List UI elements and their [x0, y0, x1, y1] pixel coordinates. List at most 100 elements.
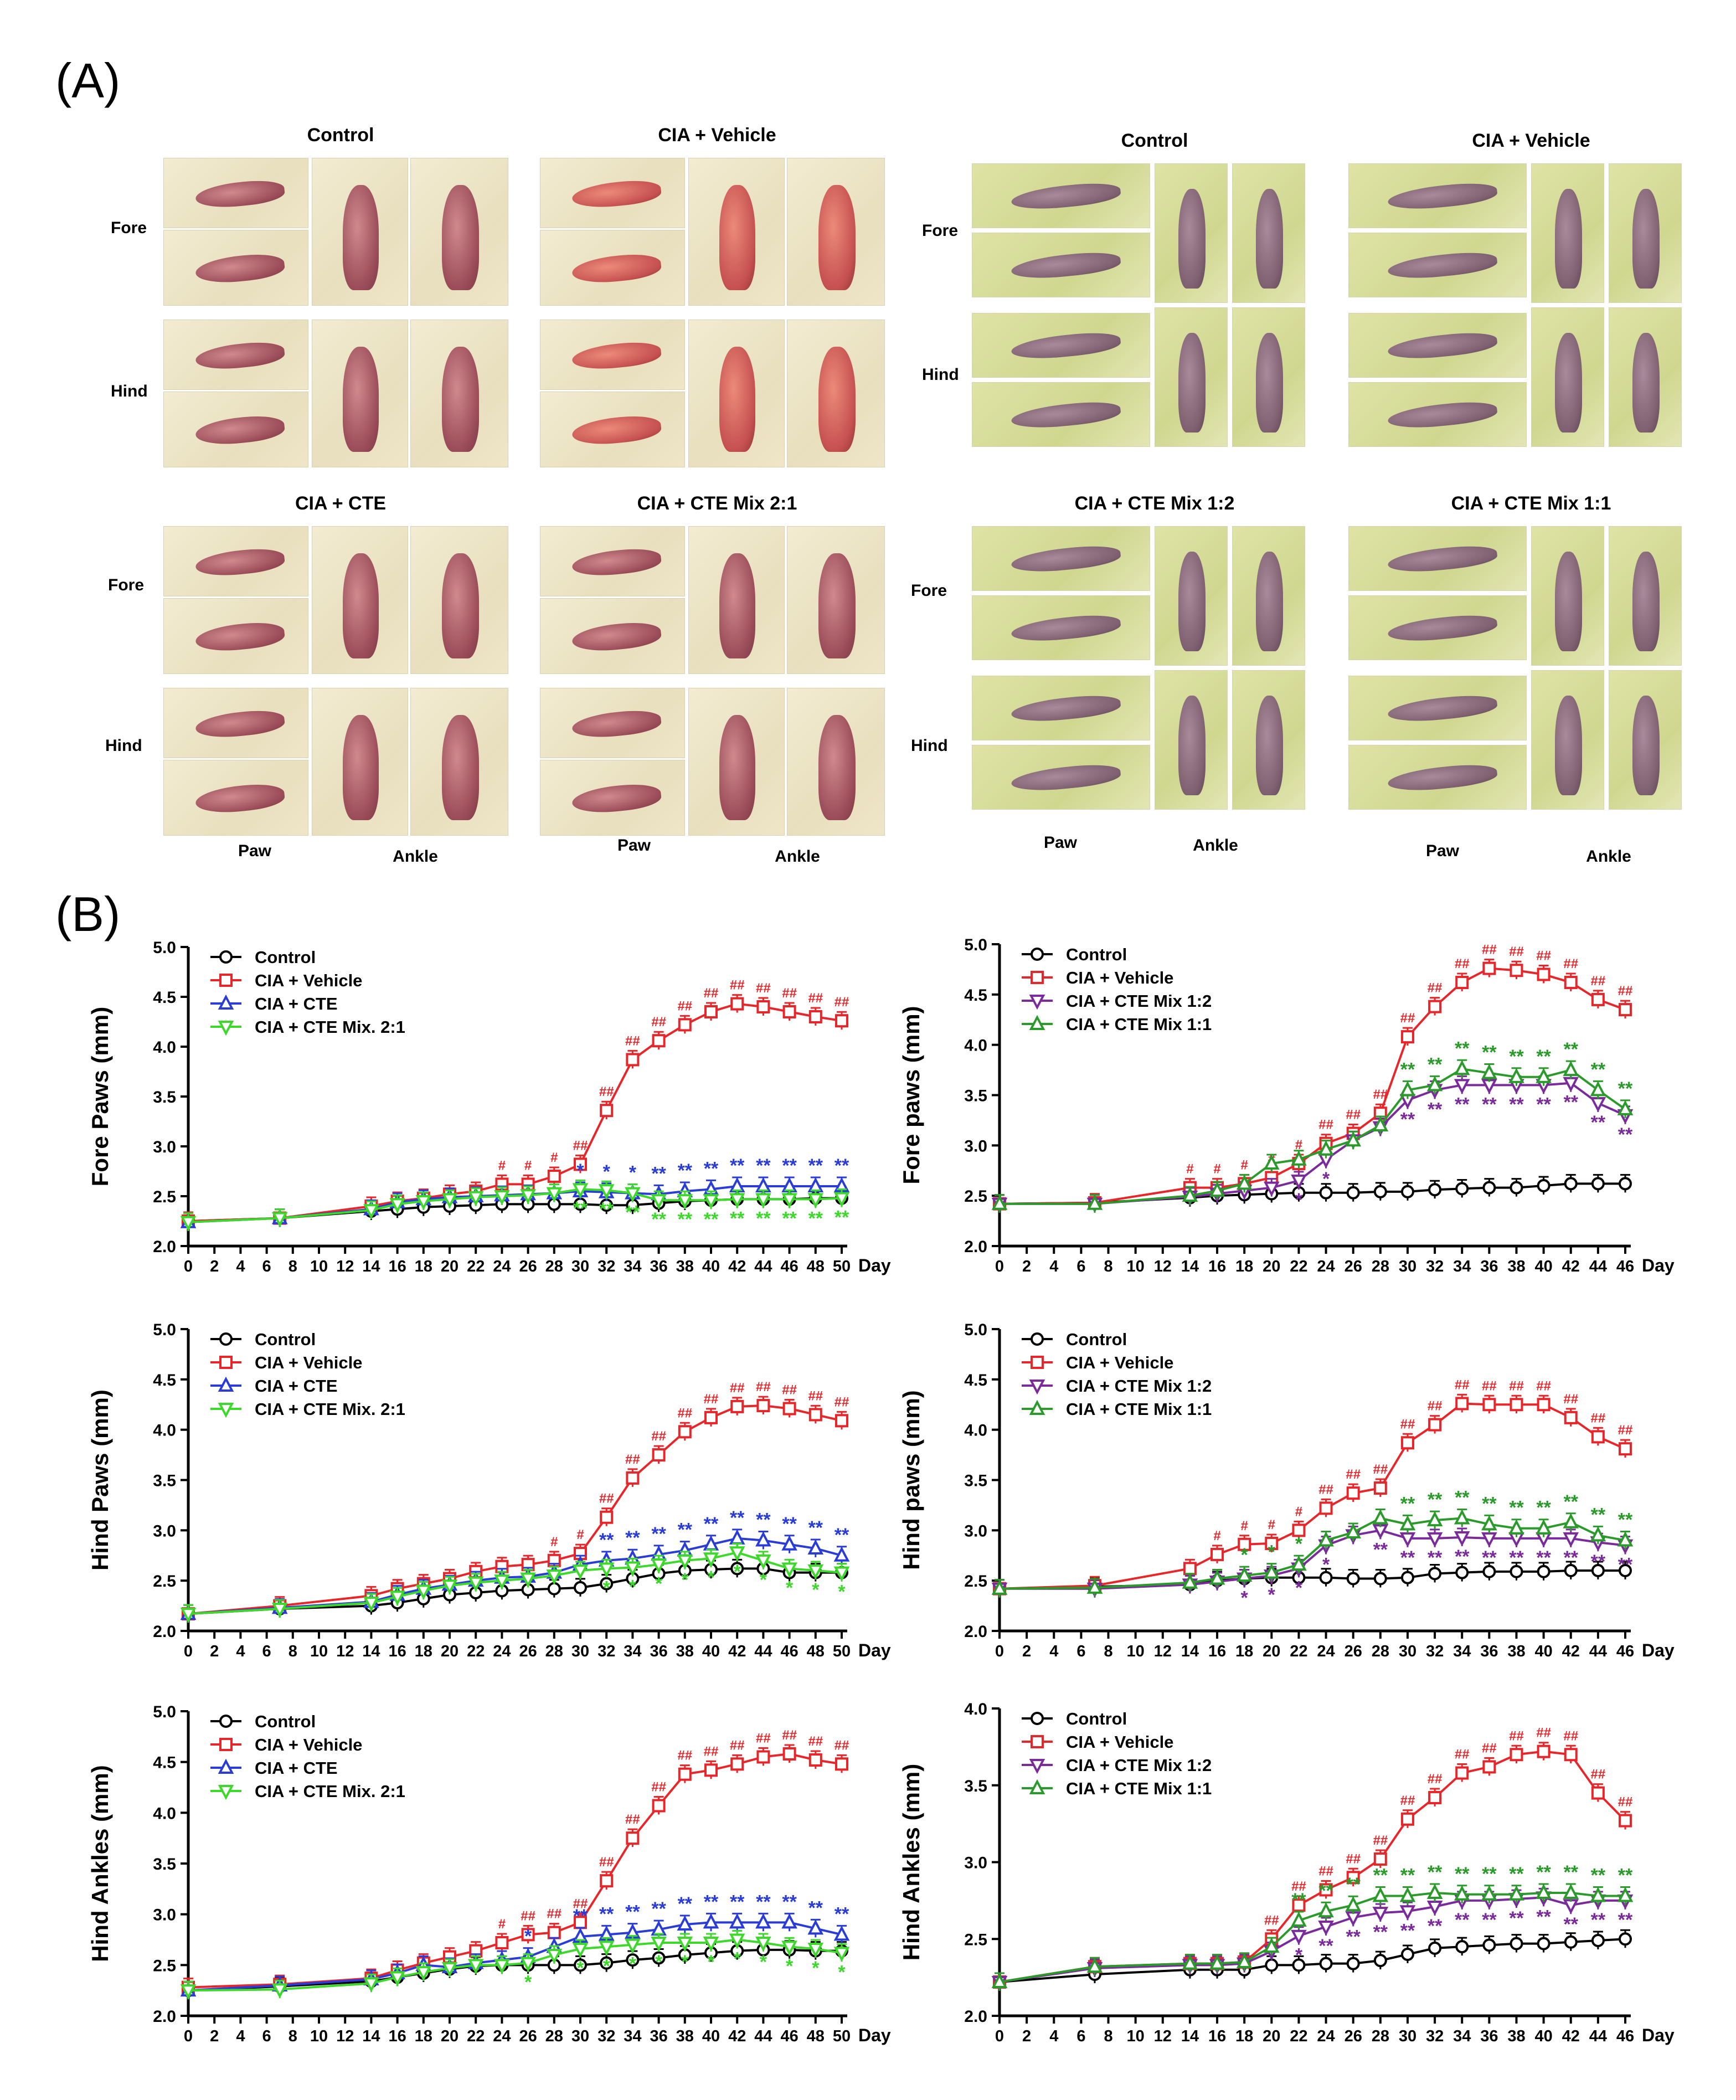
x-tick-label: 48 — [807, 1258, 825, 1275]
significance-mark: ** — [1482, 1864, 1497, 1885]
ankle-photo — [410, 526, 508, 674]
row-label: Hind — [111, 382, 148, 400]
data-point — [1617, 1109, 1634, 1125]
significance-mark: * — [838, 1582, 846, 1603]
x-tick-label: 34 — [624, 2027, 641, 2045]
data-point — [598, 1183, 615, 1198]
x-axis-label: Day — [858, 1255, 891, 1275]
data-point — [1590, 1887, 1606, 1902]
legend-marker — [219, 1332, 233, 1346]
data-point — [1455, 1940, 1469, 1954]
data-point — [389, 1198, 405, 1213]
x-tick-label: 28 — [545, 2027, 563, 2045]
col-label: Paw — [617, 836, 651, 855]
x-tick-label: 20 — [441, 2027, 459, 2045]
data-point — [574, 1157, 587, 1171]
series-line-cia-cte — [188, 1185, 842, 1223]
data-point — [1372, 1887, 1389, 1902]
ankle-photo — [1155, 526, 1228, 666]
data-point — [1454, 1885, 1470, 1901]
ankle-photo — [1155, 307, 1228, 447]
significance-mark: # — [550, 1150, 558, 1165]
series-line-cia-cte-mix-1-1 — [1000, 1068, 1626, 1205]
data-point — [1454, 1509, 1470, 1525]
data-point — [833, 1566, 850, 1582]
legend-label: CIA + CTE — [255, 1758, 338, 1778]
y-tick-label: 4.0 — [964, 1037, 987, 1055]
significance-mark: * — [786, 1955, 794, 1977]
significance-mark: ## — [1482, 1741, 1497, 1756]
data-point — [441, 1576, 458, 1591]
x-tick-label: 32 — [597, 1258, 615, 1275]
x-tick-label: 10 — [310, 1258, 328, 1275]
ankle-photo — [688, 688, 785, 836]
legend-label: CIA + Vehicle — [1066, 1353, 1173, 1372]
data-point — [1617, 1887, 1634, 1902]
data-point — [1455, 1766, 1469, 1780]
series-line-cia-vehicle — [188, 1752, 842, 1989]
data-point — [835, 1014, 848, 1028]
significance-mark: ## — [1400, 1011, 1415, 1026]
data-point — [1236, 1953, 1253, 1968]
data-point — [1400, 1571, 1414, 1584]
y-tick-label: 4.0 — [964, 1700, 987, 1718]
data-point — [1291, 1929, 1307, 1945]
ankle-photo-paw — [1632, 189, 1660, 289]
x-tick-label: 14 — [1181, 1643, 1199, 1660]
y-tick-label: 3.0 — [964, 1522, 987, 1540]
data-point — [1182, 1186, 1198, 1202]
data-point — [1590, 1894, 1606, 1910]
significance-mark: ** — [1591, 1504, 1606, 1525]
x-tick-label: 14 — [362, 1643, 380, 1660]
significance-mark: ** — [651, 1523, 666, 1545]
y-tick-label: 3.0 — [153, 1522, 176, 1540]
paw-photo — [972, 163, 1150, 228]
data-point — [1182, 1573, 1198, 1589]
paw-photo-paw — [1010, 542, 1122, 576]
data-point — [180, 1604, 197, 1620]
x-tick-label: 12 — [1154, 2027, 1172, 2045]
x-tick-label: 40 — [702, 1643, 720, 1660]
y-tick-label: 4.0 — [964, 1422, 987, 1440]
significance-mark: ** — [1373, 1539, 1388, 1560]
paw-photo — [1348, 595, 1527, 660]
y-tick-label: 2.0 — [964, 1623, 987, 1641]
significance-mark: ## — [730, 1381, 745, 1396]
x-tick-label: 18 — [415, 1643, 432, 1660]
data-point — [1319, 1957, 1333, 1970]
ankle-photo — [1232, 163, 1305, 303]
significance-mark: ** — [1618, 1909, 1633, 1931]
paw-photo — [540, 320, 685, 390]
data-point — [677, 1194, 693, 1209]
significance-mark: ** — [782, 1208, 797, 1229]
significance-mark: ## — [1346, 1851, 1361, 1866]
data-point — [1086, 1957, 1103, 1973]
y-tick-label: 3.0 — [964, 1137, 987, 1155]
data-point — [364, 1205, 378, 1218]
data-point — [833, 1192, 850, 1207]
significance-mark: ** — [1455, 1864, 1470, 1885]
ankle-photo-paw — [442, 714, 479, 821]
x-tick-label: 10 — [310, 1643, 328, 1660]
data-point — [625, 1923, 641, 1939]
data-point — [469, 1944, 483, 1958]
series-line-cia-cte — [188, 1921, 842, 1992]
significance-mark: ** — [651, 1163, 666, 1184]
significance-mark: ## — [1455, 1747, 1470, 1762]
paw-photo-paw — [1010, 329, 1122, 363]
significance-mark: ** — [599, 1530, 614, 1551]
significance-mark: ** — [1536, 1547, 1551, 1568]
significance-mark: ## — [1318, 1864, 1333, 1878]
x-tick-label: 42 — [1562, 1258, 1580, 1275]
significance-mark: ## — [1428, 1772, 1443, 1787]
significance-mark: ** — [625, 1902, 640, 1923]
x-tick-label: 18 — [1235, 2027, 1253, 2045]
data-point — [547, 1582, 561, 1595]
x-tick-label: 48 — [807, 1643, 825, 1660]
data-point — [1564, 1177, 1578, 1191]
data-point — [652, 1196, 666, 1210]
paw-photo — [163, 158, 308, 228]
data-point — [1183, 1578, 1197, 1592]
x-tick-label: 20 — [441, 1643, 459, 1660]
data-point — [729, 1913, 745, 1929]
